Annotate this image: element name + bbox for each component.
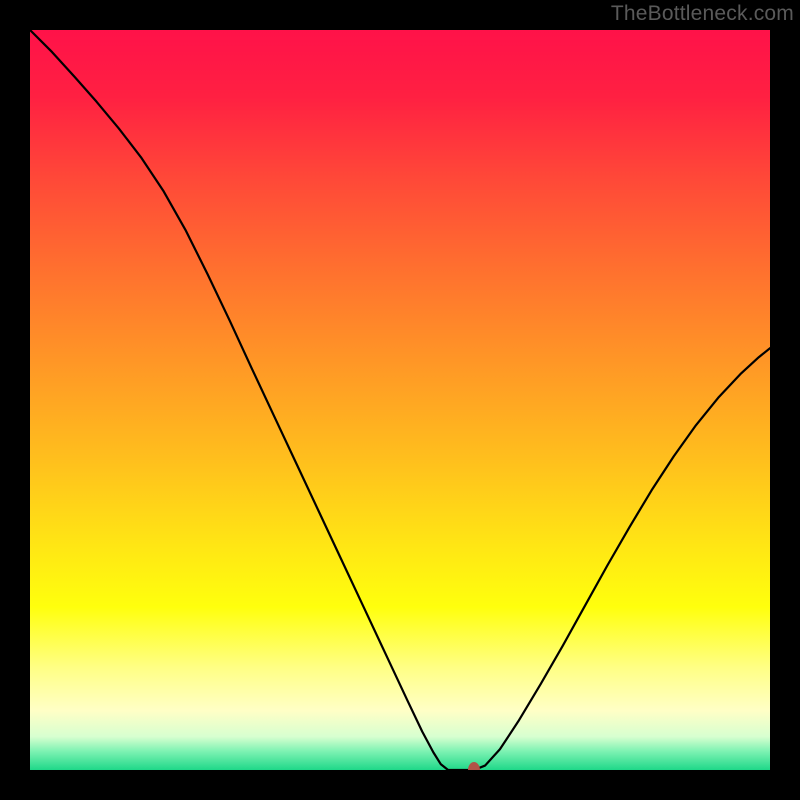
bottleneck-chart: TheBottleneck.com: [0, 0, 800, 800]
chart-svg: [0, 0, 800, 800]
gradient-background: [30, 30, 770, 770]
